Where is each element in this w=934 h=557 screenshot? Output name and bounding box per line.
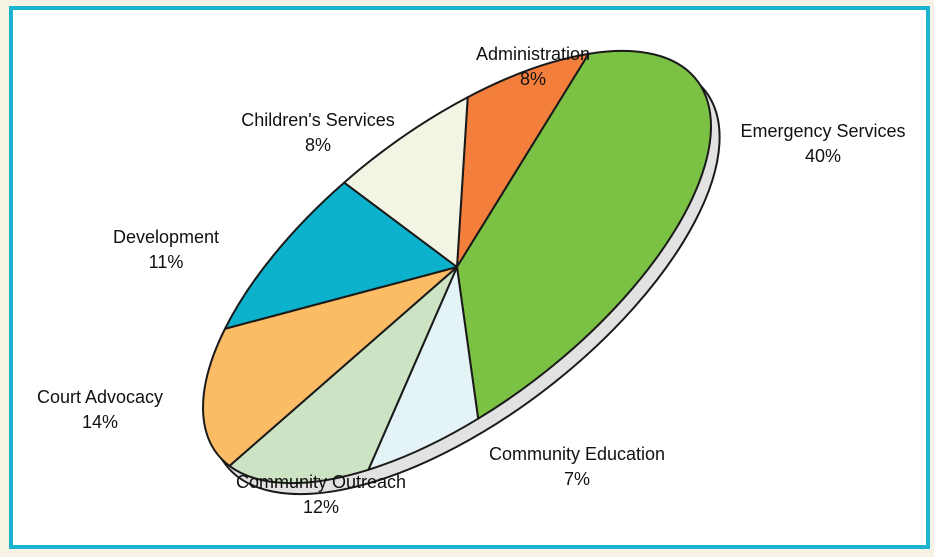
slice-percent: 14% bbox=[81, 412, 119, 432]
slice-label-community-outreach: Community Outreach 12% bbox=[236, 470, 406, 520]
slice-percent: 40% bbox=[804, 146, 842, 166]
slice-label-court-advocacy: Court Advocacy 14% bbox=[37, 385, 163, 435]
slice-label-childrens-services: Children's Services 8% bbox=[241, 108, 395, 158]
slice-name: Children's Services bbox=[241, 110, 395, 130]
slice-percent: 8% bbox=[519, 69, 547, 89]
pie-disc bbox=[202, 49, 721, 496]
slice-name: Development bbox=[112, 227, 220, 247]
slice-label-community-education: Community Education 7% bbox=[489, 442, 665, 492]
pie-slice-emergency-services bbox=[456, 49, 712, 420]
pie-slice-court-advocacy bbox=[202, 266, 458, 467]
slice-percent: 8% bbox=[304, 135, 331, 155]
slice-name: Court Advocacy bbox=[36, 387, 164, 407]
pie-slices bbox=[202, 49, 712, 485]
slice-percent: 12% bbox=[302, 497, 340, 517]
pie-slice-community-outreach bbox=[228, 266, 458, 485]
pie-slice-development bbox=[224, 181, 458, 330]
slice-name: Administration bbox=[475, 44, 591, 64]
pie-slice-community-education bbox=[367, 266, 480, 471]
slice-label-emergency-services: Emergency Services 40% bbox=[740, 119, 905, 169]
slice-percent: 7% bbox=[563, 469, 590, 489]
slice-name: Community Education bbox=[488, 444, 666, 464]
slice-name: Emergency Services bbox=[740, 121, 906, 141]
slice-percent: 11% bbox=[148, 252, 184, 272]
pie-slice-children-s-services bbox=[343, 96, 469, 268]
slice-label-administration: Administration 8% bbox=[476, 42, 590, 92]
slice-name: Community Outreach bbox=[235, 472, 407, 492]
slice-label-development: Development 11% bbox=[113, 225, 219, 275]
